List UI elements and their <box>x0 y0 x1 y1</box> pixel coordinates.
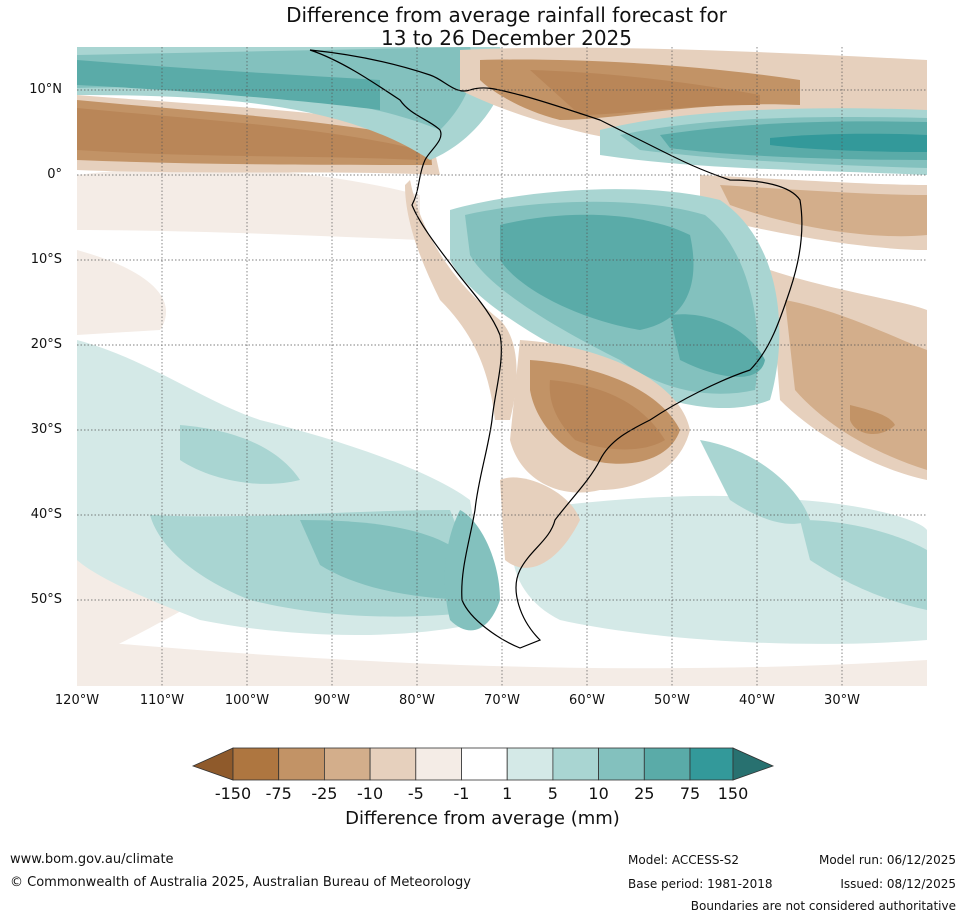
colorbar <box>191 747 775 781</box>
title-line-1: Difference from average rainfall forecas… <box>286 3 727 27</box>
lon-label: 60°W <box>569 693 605 708</box>
lon-label: 110°W <box>139 693 185 708</box>
lat-label: 50°S <box>30 592 62 607</box>
graticule <box>77 47 927 686</box>
colorbar-tick: -1 <box>453 784 470 803</box>
colorbar-tick: 1 <box>502 784 513 803</box>
lon-label: 120°W <box>54 693 100 708</box>
map-title: Difference from average rainfall forecas… <box>0 4 965 50</box>
colorbar-extend-low <box>191 747 234 781</box>
disclaimer-text: Boundaries are not considered authoritat… <box>690 899 956 913</box>
model-run-text: Model run: 06/12/2025 <box>818 853 956 867</box>
colorbar-tick: -25 <box>311 784 338 803</box>
lat-label: 40°S <box>30 507 62 522</box>
coastline <box>309 49 803 649</box>
colorbar-tick: -150 <box>214 784 252 803</box>
lon-label: 30°W <box>824 693 860 708</box>
lat-label: 0° <box>47 167 62 182</box>
lon-label: 70°W <box>484 693 520 708</box>
lon-label: 80°W <box>399 693 435 708</box>
colorbar-title: Difference from average (mm) <box>345 808 620 829</box>
colorbar-extend-high <box>732 747 775 781</box>
website-link[interactable]: www.bom.gov.au/climate <box>10 852 174 867</box>
model-text: Model: ACCESS-S2 <box>628 853 740 867</box>
lat-label: 30°S <box>30 422 62 437</box>
colorbar-tick: -5 <box>407 784 424 803</box>
title-line-2: 13 to 26 December 2025 <box>380 26 632 50</box>
lat-label: 20°S <box>30 337 62 352</box>
lon-label: 50°W <box>654 693 690 708</box>
lat-label: 10°S <box>30 252 62 267</box>
lon-label: 90°W <box>314 693 350 708</box>
colorbar-tick: 25 <box>634 784 655 803</box>
lon-label: 40°W <box>739 693 775 708</box>
base-period-text: Base period: 1981-2018 <box>628 877 773 891</box>
colorbar-tick: -10 <box>357 784 384 803</box>
colorbar-tick: 5 <box>547 784 558 803</box>
issued-text: Issued: 08/12/2025 <box>840 877 956 891</box>
colorbar-tick: -75 <box>265 784 292 803</box>
colorbar-tick: 75 <box>679 784 701 803</box>
copyright-text: © Commonwealth of Australia 2025, Austra… <box>10 875 471 890</box>
lon-label: 100°W <box>224 693 270 708</box>
colorbar-tick: 150 <box>717 784 749 803</box>
lat-label: 10°N <box>29 82 62 97</box>
colorbar-tick: 10 <box>588 784 609 803</box>
